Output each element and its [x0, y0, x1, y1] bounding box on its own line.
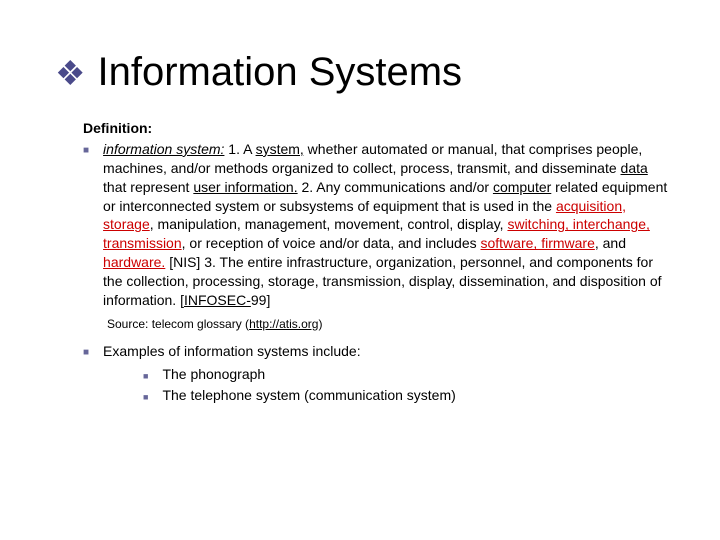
link-data: data — [621, 160, 648, 176]
content-block: Definition: ■ information system: 1. A s… — [55, 119, 670, 405]
source-line: Source: telecom glossary (http://atis.or… — [83, 316, 670, 332]
diamond-bullet-icon: ❖ — [55, 57, 85, 91]
def-p1a: 1. A — [224, 141, 255, 157]
example-item: The phonograph — [162, 365, 265, 384]
def-p2g: 99] — [251, 292, 270, 308]
definition-text: information system: 1. A system, whether… — [103, 140, 670, 310]
term-italic: information system: — [103, 141, 224, 157]
square-bullet-icon: ■ — [143, 370, 148, 384]
source-suffix: ) — [318, 317, 322, 331]
source-prefix: Source: telecom glossary ( — [107, 317, 249, 331]
link-infosec: INFOSEC- — [184, 292, 251, 308]
list-item: ■ The telephone system (communication sy… — [143, 386, 670, 405]
def-p2a: 2. Any communications and/or — [298, 179, 493, 195]
def-p2e: , and — [595, 235, 626, 251]
list-item: ■ The phonograph — [143, 365, 670, 384]
definition-label: Definition: — [83, 119, 670, 138]
def-p1c: that represent — [103, 179, 193, 195]
link-software: software, firmware — [481, 235, 595, 251]
square-bullet-icon: ■ — [83, 346, 89, 361]
examples-sublist: ■ The phonograph ■ The telephone system … — [83, 365, 670, 405]
example-item: The telephone system (communication syst… — [162, 386, 455, 405]
examples-bullet: ■ Examples of information systems includ… — [83, 342, 670, 361]
examples-label: Examples of information systems include: — [103, 342, 670, 361]
link-hardware: hardware. — [103, 254, 165, 270]
slide-title: Information Systems — [97, 50, 462, 95]
def-p2d: , or reception of voice and/or data, and… — [182, 235, 481, 251]
link-computer: computer — [493, 179, 551, 195]
square-bullet-icon: ■ — [143, 391, 148, 405]
link-system: system, — [256, 141, 304, 157]
link-userinfo: user information. — [193, 179, 297, 195]
source-link[interactable]: http://atis.org — [249, 317, 318, 331]
definition-bullet: ■ information system: 1. A system, wheth… — [83, 140, 670, 310]
square-bullet-icon: ■ — [83, 144, 89, 310]
slide-title-row: ❖ Information Systems — [55, 50, 670, 95]
def-p2c: , manipulation, management, movement, co… — [150, 216, 508, 232]
